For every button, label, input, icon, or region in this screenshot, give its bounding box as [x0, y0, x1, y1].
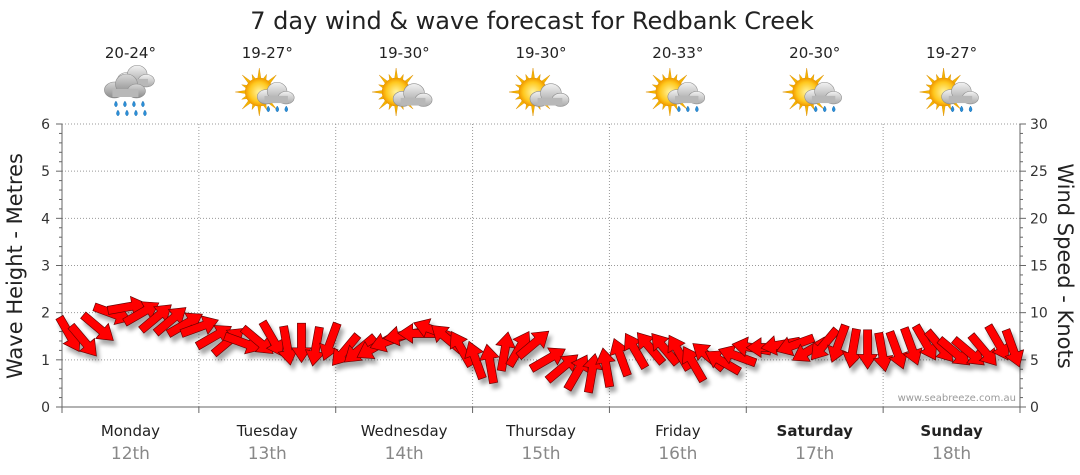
wind-arrow [885, 330, 908, 370]
sun-cloud-icon [508, 67, 570, 117]
left-axis-tick-label: 1 [41, 353, 50, 369]
right-axis-tick-label: 15 [1030, 259, 1048, 275]
wind-arrow [704, 350, 742, 376]
rain-icon [104, 65, 155, 117]
day-temperature: 20-24° [105, 44, 156, 62]
right-axis: 0 5 10 15 20 25 30 [1019, 117, 1048, 416]
day-date-label: 17th [795, 444, 834, 464]
cloud-shape [529, 83, 570, 107]
wind-arrow [810, 326, 841, 361]
wind-arrow [138, 304, 172, 334]
cloud-shape [941, 82, 979, 105]
day-temperature: 19-27° [926, 44, 977, 62]
wind-arrow [479, 343, 500, 385]
wind-arrow [122, 301, 160, 327]
left-axis-tick-label: 4 [41, 211, 50, 227]
cloud-shape [804, 82, 842, 105]
day-name-label: Thursday [505, 422, 576, 440]
rain-drops [677, 105, 699, 113]
left-axis-tick-label: 2 [41, 306, 50, 322]
wind-arrow [1001, 328, 1025, 368]
wind-arrow [775, 333, 816, 357]
left-axis-title: Wave Height - Metres [3, 153, 27, 379]
wind-arrow [951, 336, 985, 366]
right-axis-tick-label: 30 [1030, 117, 1048, 133]
right-axis-title: Wind Speed - Knots [1053, 163, 1077, 368]
right-axis-tick-label: 5 [1030, 353, 1039, 369]
day-date-label: 18th [932, 444, 971, 464]
day-date-label: 16th [658, 444, 697, 464]
wind-arrow [304, 326, 326, 367]
wind-arrow [872, 331, 894, 373]
cloud-shape [392, 83, 433, 107]
wind-arrow [682, 346, 708, 384]
wind-arrow [464, 340, 487, 381]
day-name-label: Friday [655, 422, 701, 440]
wind-arrow [967, 332, 997, 366]
left-axis-tick-label: 5 [41, 164, 50, 180]
day-labels: Monday 12th Tuesday 13th Wednesday 14th Thursd… [101, 422, 983, 464]
right-axis-tick-label: 10 [1030, 306, 1048, 322]
right-axis-tick-label: 0 [1030, 400, 1039, 416]
left-axis-tick-label: 3 [41, 259, 50, 275]
day-temperature: 19-30° [515, 44, 566, 62]
day-temperature: 20-30° [789, 44, 840, 62]
weather-forecast-row: 20-24° 19-27° 19-30° 19-30° 20-33° 20-30° 19-2… [104, 44, 979, 117]
wind-arrow [857, 329, 879, 370]
wind-arrow [984, 323, 1010, 361]
wind-arrow [900, 326, 923, 366]
cloud-shape [257, 82, 295, 105]
rain-drops [114, 100, 147, 117]
wind-arrow [152, 307, 187, 337]
wind-arrow [505, 330, 531, 369]
wind-arrow [495, 331, 516, 372]
wind-arrow [717, 344, 758, 368]
day-name-label: Wednesday [361, 422, 448, 440]
wind-arrow [258, 319, 284, 357]
rain-drops [266, 105, 288, 113]
day-name-label: Tuesday [236, 422, 298, 440]
left-axis: 0 1 2 3 4 5 6 [41, 117, 63, 416]
wind-arrow [179, 315, 219, 338]
cloud-shape [667, 82, 706, 105]
wind-arrow [80, 311, 114, 341]
wind-arrow [636, 332, 667, 366]
wind-arrow [791, 336, 830, 362]
day-date-label: 13th [248, 444, 287, 464]
wind-arrow [595, 347, 616, 388]
wind-arrows [55, 295, 1025, 394]
right-axis-tick-label: 25 [1030, 164, 1048, 180]
sun-cloud-icon [372, 67, 433, 117]
wind-arrow [623, 332, 650, 370]
day-temperature: 20-33° [652, 44, 703, 62]
day-temperature: 19-30° [379, 44, 430, 62]
wind-arrow [239, 324, 274, 355]
watermark: www.seabreeze.com.au [898, 393, 1016, 404]
day-date-label: 15th [521, 444, 560, 464]
sun-cloud-rain-icon [645, 67, 706, 117]
sun-cloud-rain-icon [782, 67, 842, 117]
day-temperature: 19-27° [242, 44, 293, 62]
day-name-label: Monday [101, 422, 160, 440]
day-name-label: Saturday [777, 422, 854, 440]
rain-drops [814, 105, 836, 113]
rain-drops [950, 105, 973, 113]
day-date-label: 12th [111, 444, 150, 464]
left-axis-tick-label: 0 [41, 400, 50, 416]
cloud-shape [104, 73, 146, 99]
sun-cloud-rain-icon [235, 67, 295, 117]
left-axis-tick-label: 6 [41, 117, 50, 133]
wind-arrow [67, 322, 97, 357]
right-axis-tick-label: 20 [1030, 211, 1048, 227]
wind-arrow [515, 330, 550, 361]
plot-grid [61, 123, 1021, 413]
wind-arrow [911, 323, 938, 361]
wind-arrow [165, 312, 203, 338]
wind-arrow [842, 328, 863, 369]
day-date-label: 14th [385, 444, 424, 464]
chart-title: 7 day wind & wave forecast for Redbank C… [250, 7, 814, 35]
sun-cloud-rain-icon [919, 67, 979, 117]
day-name-label: Sunday [920, 422, 983, 440]
